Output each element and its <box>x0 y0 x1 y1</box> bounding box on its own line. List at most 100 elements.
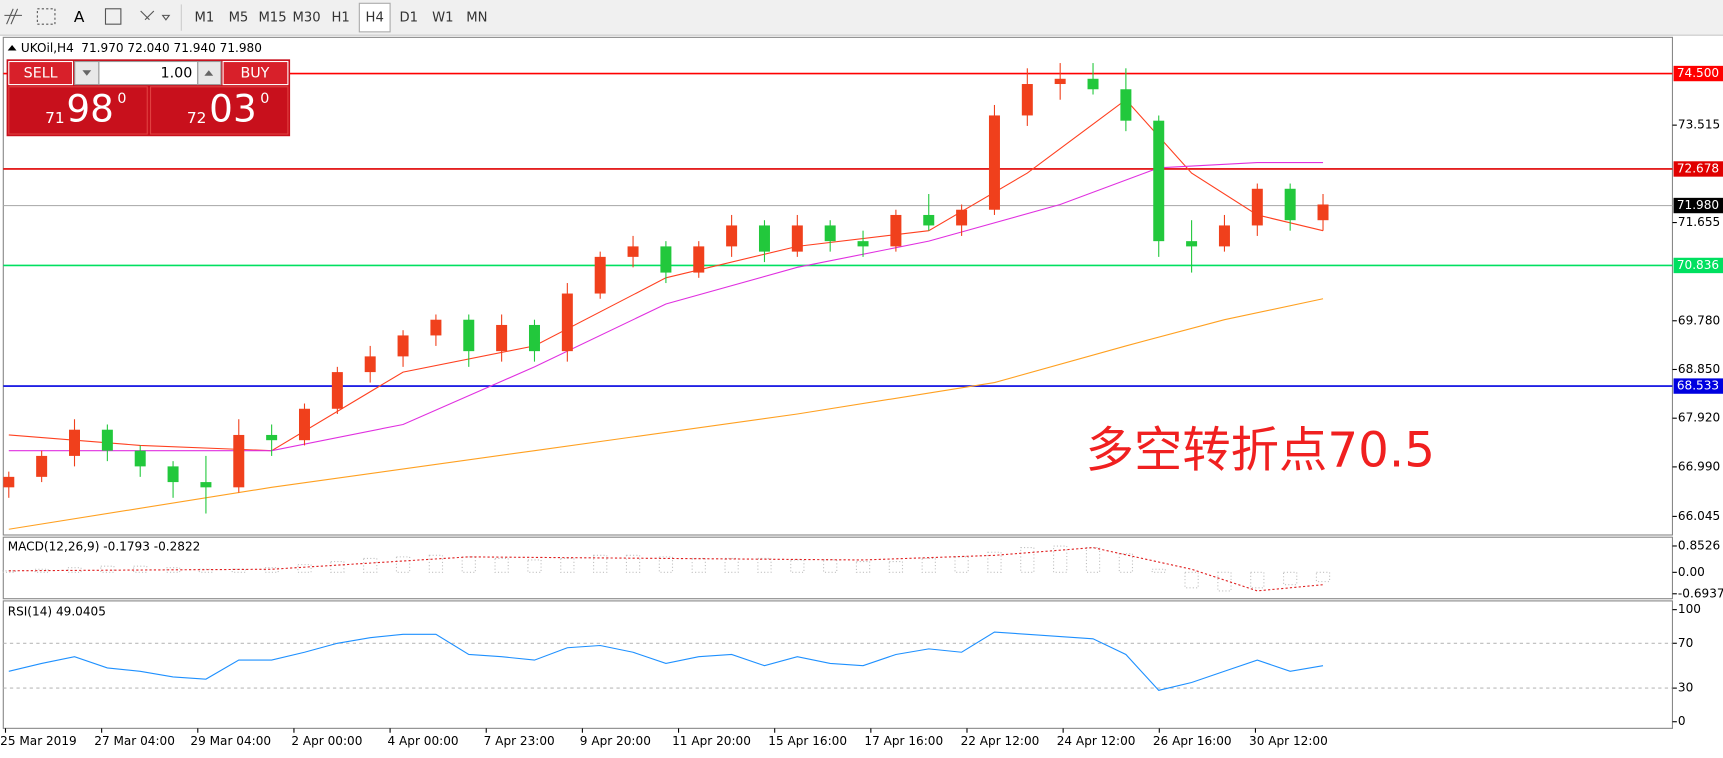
macd-bar <box>100 565 115 573</box>
collapse-arrow[interactable] <box>7 45 17 51</box>
macd-panel <box>2 536 1674 600</box>
candle-body <box>660 246 672 273</box>
buy-button[interactable] <box>222 60 289 86</box>
timeframe-button[interactable]: MN <box>466 11 487 26</box>
candle-body <box>1021 84 1033 116</box>
timeframe-button[interactable]: M5 <box>229 11 249 26</box>
moving-average <box>8 162 1324 452</box>
candle-body <box>627 246 639 257</box>
rsi-label: RSI(14) 49.0405 <box>8 604 106 618</box>
candle-body <box>134 450 146 467</box>
rsi-line <box>8 631 1324 691</box>
buy-price-box[interactable] <box>149 86 289 135</box>
x-tick-label: 4 Apr 00:00 <box>388 734 459 748</box>
candle-body <box>69 429 80 456</box>
candle-body <box>1120 89 1132 121</box>
timeframe-button[interactable]: H4 <box>366 11 384 26</box>
candle-body <box>594 256 606 294</box>
x-tick-label: 11 Apr 20:00 <box>672 734 751 748</box>
candle-body <box>496 324 508 352</box>
y-tick-label: 71.655 <box>1678 215 1720 229</box>
macd-bar <box>297 564 312 573</box>
candle-body <box>331 372 343 409</box>
icon-grid[interactable] <box>36 8 56 25</box>
macd-bar <box>757 557 772 573</box>
level-label-bg <box>1673 65 1723 82</box>
macd-bar <box>494 557 509 573</box>
sell-price-big: 71 <box>45 109 65 127</box>
candle-body <box>923 214 935 226</box>
macd-label: MACD(12,26,9) -0.1793 -0.2822 <box>8 540 201 554</box>
macd-bar <box>823 559 838 573</box>
timeframe-button[interactable]: M30 <box>293 11 321 26</box>
candle-body <box>463 319 475 352</box>
candle-body <box>528 324 540 352</box>
macd-chart: 0.8526 0.00 -0.6937 <box>1 538 1723 600</box>
macd-bar <box>1315 571 1331 583</box>
timeframe-button[interactable]: D1 <box>400 11 419 26</box>
y-tick-label: 0.00 <box>1678 565 1705 579</box>
timeframe-button[interactable]: W1 <box>432 11 453 26</box>
y-tick-label: 68.850 <box>1678 362 1720 376</box>
y-tick-label: 66.045 <box>1678 509 1720 523</box>
macd-bar <box>724 557 739 573</box>
timeframe-button[interactable]: H1 <box>331 11 349 26</box>
icon-shapes[interactable] <box>140 10 171 21</box>
candle-body <box>693 246 705 273</box>
macd-bar <box>560 557 575 573</box>
candle-body <box>1054 78 1066 85</box>
candle-body <box>1186 241 1198 247</box>
macd-bar <box>428 554 444 573</box>
x-tick-label: 17 Apr 16:00 <box>864 734 943 748</box>
macd-bar <box>1118 553 1134 573</box>
candle-body <box>36 455 48 477</box>
icon-chart[interactable] <box>4 8 22 25</box>
candle-body <box>857 241 869 247</box>
timeframe-button[interactable]: M1 <box>195 11 215 26</box>
candle-body <box>561 293 573 352</box>
macd-bar <box>1020 547 1035 573</box>
macd-bar <box>1053 545 1068 573</box>
macd-bar <box>34 568 49 573</box>
x-tick-label: 15 Apr 16:00 <box>768 734 847 748</box>
candle-body <box>1087 78 1099 90</box>
lot-value[interactable]: 1.00 <box>161 66 193 82</box>
x-tick-label: 22 Apr 12:00 <box>961 734 1040 748</box>
x-tick-label: 9 Apr 20:00 <box>580 734 651 748</box>
rsi-panel <box>2 600 1674 729</box>
buy-price-pips: 03 <box>209 86 257 130</box>
x-tick-label: 27 Mar 04:00 <box>94 734 175 748</box>
candle-body <box>430 319 442 336</box>
tool-icons: A <box>4 4 182 31</box>
y-tick-label: 69.780 <box>1678 313 1720 327</box>
level-label-bg <box>1673 257 1723 274</box>
x-tick-label: 25 Mar 2019 <box>0 734 77 748</box>
candle-body <box>266 434 278 441</box>
sell-price-box[interactable] <box>8 86 148 135</box>
macd-bar <box>888 560 904 573</box>
macd-bar <box>954 556 969 573</box>
macd-bar <box>625 554 641 573</box>
icon-text-a[interactable]: A <box>74 8 85 26</box>
lot-up-arrow <box>204 70 214 76</box>
y-tick-label: 73.515 <box>1678 118 1720 132</box>
candle-body <box>397 335 409 357</box>
candle-body <box>233 434 245 488</box>
level-label: 71.980 <box>1677 198 1719 212</box>
candle-body <box>3 476 15 488</box>
toolbar <box>0 0 1723 36</box>
sell-label[interactable]: SELL <box>24 66 58 82</box>
sell-price-pips: 98 <box>66 86 114 130</box>
buy-price-big: 72 <box>187 109 207 127</box>
candle-body <box>167 466 179 483</box>
macd-bar <box>855 560 871 573</box>
y-tick-label: 0 <box>1678 714 1686 728</box>
sell-button[interactable] <box>8 60 74 86</box>
timeframe-button[interactable]: M15 <box>258 11 286 26</box>
candle-body <box>1284 188 1296 221</box>
buy-label[interactable]: BUY <box>240 66 269 82</box>
x-tick-label: 2 Apr 00:00 <box>291 734 362 748</box>
macd-bar <box>658 556 674 573</box>
ohlc: 71.970 72.040 71.940 71.980 <box>81 41 262 55</box>
icon-text-box[interactable] <box>104 8 122 25</box>
